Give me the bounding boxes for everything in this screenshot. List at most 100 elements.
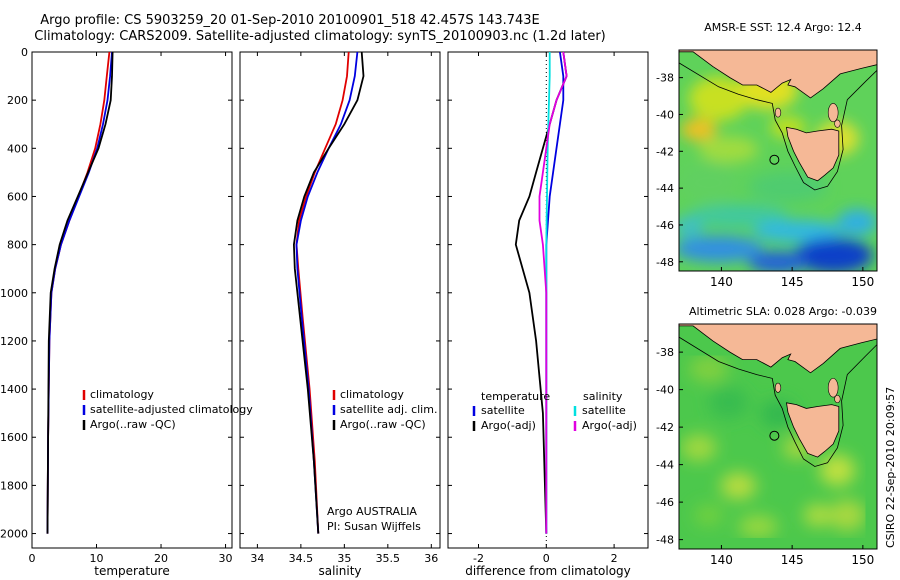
- x-axis-label: salinity: [318, 564, 361, 578]
- map-frame: [678, 49, 878, 272]
- series-line-3: [292, 51, 365, 534]
- legend-label: climatology: [340, 388, 404, 401]
- sst-blob: [698, 136, 759, 163]
- sla-blob: [708, 387, 749, 419]
- legend-label: climatology: [90, 388, 154, 401]
- map-y-tick-label: -40: [656, 108, 674, 121]
- map-x-tick-label: 150: [851, 275, 874, 289]
- y-tick-label: 1400: [0, 383, 28, 396]
- annotation-line-1: Argo AUSTRALIA: [327, 505, 417, 518]
- series-line-1: [46, 51, 111, 534]
- y-tick-label: 800: [7, 239, 28, 252]
- island-land: [774, 382, 782, 393]
- legend-label: Argo(-adj): [582, 419, 637, 432]
- y-tick-label: 1200: [0, 335, 28, 348]
- y-tick-label: 400: [7, 142, 28, 155]
- sst-map-title: AMSR-E SST: 12.4 Argo: 12.4: [704, 21, 862, 34]
- tasmania-land: [786, 126, 840, 182]
- legend-label: satellite: [481, 404, 525, 417]
- x-tick-label: 0: [543, 552, 550, 565]
- sla-blob: [688, 355, 729, 383]
- map-y-tick-label: -46: [656, 219, 674, 232]
- sla-blob: [693, 504, 724, 527]
- map-x-tick-label: 140: [710, 275, 733, 289]
- island-land: [834, 119, 841, 128]
- legend-label: Argo(..raw -QC): [90, 418, 176, 431]
- island-land: [827, 378, 839, 398]
- sst-blob: [753, 220, 843, 243]
- mainland-land: [679, 324, 877, 374]
- x-axis-label: temperature: [94, 564, 169, 578]
- sst-blob: [793, 237, 874, 271]
- map-x-tick-label: 145: [781, 553, 804, 567]
- legend-label: Argo(-adj): [481, 419, 536, 432]
- shelf-contour: [679, 62, 877, 191]
- sla-blob: [738, 515, 778, 538]
- sst-field: [679, 50, 877, 271]
- legend-label: Argo(..raw -QC): [340, 418, 426, 431]
- x-tick-label: 10: [90, 552, 104, 565]
- y-tick-label: 0: [21, 46, 28, 59]
- map-x-tick-label: 140: [710, 553, 733, 567]
- argo-position-marker: [769, 430, 780, 441]
- island-land: [827, 103, 839, 123]
- x-tick-label: 2: [611, 552, 618, 565]
- map-y-tick-label: -38: [656, 346, 674, 359]
- plot-frame: [31, 51, 233, 549]
- map-y-tick-label: -48: [656, 534, 674, 547]
- sst-blob: [688, 204, 788, 227]
- y-tick-label: 2000: [0, 528, 28, 541]
- sst-blob: [837, 209, 877, 236]
- sst-blob: [679, 235, 764, 263]
- map-y-tick-label: -42: [656, 145, 674, 158]
- x-tick-label: 34: [250, 552, 264, 565]
- x-tick-label: 36: [424, 552, 438, 565]
- y-tick-label: 600: [7, 190, 28, 203]
- map-y-tick-label: -46: [656, 496, 674, 509]
- y-tick-label: 1800: [0, 479, 28, 492]
- island-land: [834, 394, 841, 404]
- sla-blob: [680, 434, 717, 462]
- map-y-tick-label: -38: [656, 72, 674, 85]
- shelf-contour: [679, 336, 877, 467]
- legend-title-temperature: temperature: [481, 390, 550, 403]
- map-y-tick-label: -44: [656, 459, 674, 472]
- sla-field: [679, 324, 877, 549]
- map-y-tick-label: -48: [656, 256, 674, 269]
- map-y-tick-label: -44: [656, 182, 674, 195]
- sla-map-title: Altimetric SLA: 0.028 Argo: -0.039: [689, 305, 877, 318]
- argo-position-marker: [769, 154, 780, 165]
- mainland-land: [679, 50, 877, 99]
- figure-title-line-2: Climatology: CARS2009. Satellite-adjuste…: [34, 29, 606, 44]
- legend-label: satellite: [582, 404, 626, 417]
- plot-frame: [447, 51, 649, 549]
- map-y-tick-label: -42: [656, 421, 674, 434]
- y-tick-label: 200: [7, 94, 28, 107]
- sst-blob: [748, 171, 828, 203]
- sst-blob: [748, 251, 808, 271]
- annotation-line-2: PI: Susan Wijffels: [327, 520, 421, 533]
- sst-blob: [680, 118, 717, 141]
- sla-blob: [829, 499, 866, 531]
- sla-map: 140 145 150 -38 -40 -42 -44 -46 -48: [656, 323, 878, 567]
- island-land: [774, 107, 782, 118]
- series-line-3: [46, 51, 114, 534]
- profile-panel-2: 34 34.5 35 35.5 36 salinity climatology satelli…: [239, 51, 441, 578]
- legend-label: satellite-adjusted climatology: [90, 403, 253, 416]
- x-tick-label: 0: [29, 552, 36, 565]
- series-line-4: [538, 51, 568, 534]
- field-blobs: [680, 355, 866, 538]
- profile-panel-1: 0 10 20 30 0 200 400 600 800 1000 1200 1400 1600 1800…: [0, 46, 253, 578]
- sla-blob: [819, 454, 856, 486]
- tasmania-land: [786, 402, 840, 458]
- y-tick-label: 1600: [0, 431, 28, 444]
- x-tick-label: -2: [473, 552, 484, 565]
- map-x-tick-label: 145: [781, 275, 804, 289]
- plot-frame: [239, 51, 441, 549]
- series-line-2: [46, 51, 113, 534]
- series-line-2: [295, 51, 359, 534]
- legend-label: satellite adj. clim.: [340, 403, 437, 416]
- series-line-2: [514, 51, 568, 534]
